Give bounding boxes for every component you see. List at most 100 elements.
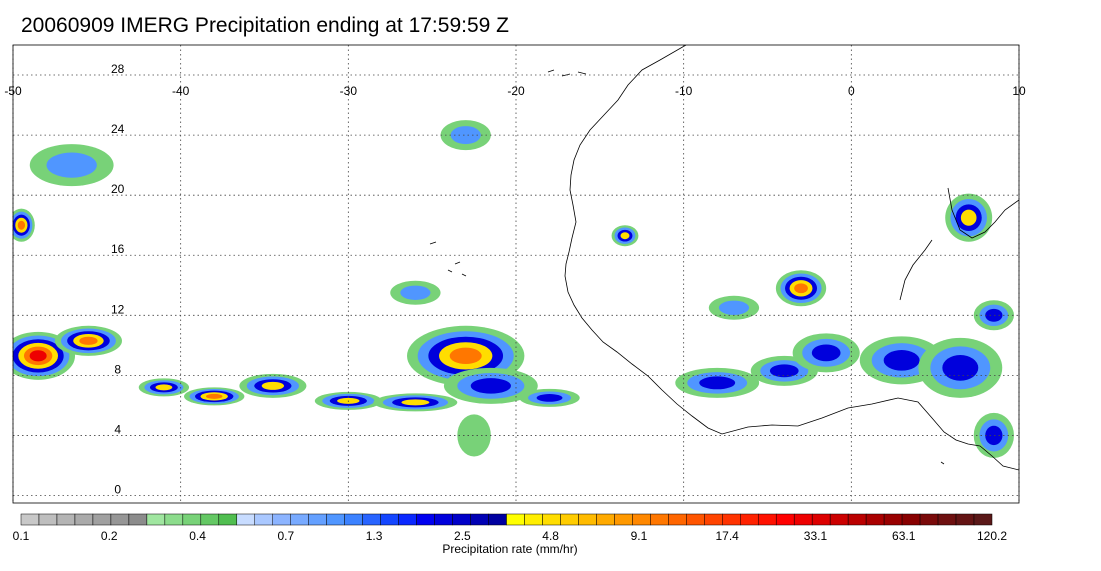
precip-cell	[470, 378, 511, 394]
colorbar-swatch	[506, 513, 525, 526]
colorbar-swatch	[326, 513, 345, 526]
lon-tick-label: -20	[507, 84, 525, 98]
precip-cell	[46, 152, 97, 178]
map-background	[13, 45, 1019, 503]
colorbar-swatch	[901, 513, 921, 526]
precip-cell	[942, 354, 979, 381]
colorbar	[20, 513, 993, 526]
precip-cell	[449, 347, 482, 365]
colorbar-swatch	[740, 513, 759, 526]
precip-cell	[769, 364, 799, 378]
map-frame	[12, 44, 1020, 504]
colorbar-swatch	[632, 513, 651, 526]
lat-tick-label: 12	[111, 302, 125, 316]
precip-cell	[699, 376, 736, 390]
colorbar-swatch	[38, 513, 58, 526]
colorbar-swatch	[20, 513, 40, 526]
precip-cell	[811, 344, 841, 362]
colorbar-swatch	[92, 513, 112, 526]
colorbar-swatch	[146, 513, 166, 526]
lat-tick-label: 4	[114, 422, 121, 436]
lat-tick-label: 16	[111, 242, 125, 256]
colorbar-swatch	[254, 513, 273, 526]
lon-tick-label: 0	[848, 84, 855, 98]
precip-cell	[450, 126, 481, 145]
precip-cell	[794, 283, 808, 294]
colorbar-swatch	[470, 513, 489, 526]
colorbar-tick-labels: 0.1 0.2 0.4 0.7 1.3 2.5 4.8 9.1 17.4 33.1 63.1 120.…	[13, 529, 1008, 543]
colorbar-tick-label: 0.4	[189, 529, 206, 543]
colorbar-swatch	[704, 513, 723, 526]
colorbar-swatch	[542, 513, 561, 526]
colorbar-label: Precipitation rate (mm/hr)	[442, 542, 578, 556]
colorbar-swatch	[973, 513, 993, 526]
precip-cell	[205, 393, 223, 399]
cape-verde-islands	[429, 241, 467, 277]
colorbar-swatch	[847, 513, 867, 526]
colorbar-swatch	[686, 513, 705, 526]
colorbar-swatch	[883, 513, 903, 526]
longitude-labels: -50 -40 -30 -20 -10 0 10	[4, 84, 1026, 98]
precip-cell	[960, 209, 977, 226]
colorbar-swatch	[919, 513, 939, 526]
colorbar-swatch	[164, 513, 184, 526]
colorbar-swatch	[74, 513, 94, 526]
map-title: 20060909 IMERG Precipitation ending at 1…	[21, 14, 509, 37]
colorbar-swatch	[290, 513, 309, 526]
colorbar-swatch	[811, 513, 831, 526]
precipitation-layer	[13, 120, 1014, 458]
colorbar-swatch	[200, 513, 220, 526]
precip-cell	[401, 399, 430, 406]
colorbar-swatch	[380, 513, 399, 526]
colorbar-tick-label: 0.2	[101, 529, 118, 543]
precip-cell	[718, 300, 750, 315]
precip-cell	[261, 381, 285, 390]
colorbar-swatch	[757, 513, 777, 526]
precip-cell	[400, 285, 431, 300]
colorbar-tick-label: 0.7	[277, 529, 294, 543]
colorbar-swatch	[614, 513, 633, 526]
precip-cell	[457, 414, 491, 457]
precip-cell	[985, 308, 1003, 322]
colorbar-swatch	[308, 513, 327, 526]
precip-cell	[620, 232, 630, 240]
colorbar-swatch	[344, 513, 363, 526]
colorbar-swatch	[434, 513, 453, 526]
colorbar-swatch	[955, 513, 975, 526]
colorbar-swatch	[488, 513, 507, 526]
colorbar-swatch	[398, 513, 417, 526]
precip-cell	[883, 350, 920, 371]
colorbar-swatch	[578, 513, 597, 526]
colorbar-swatch	[56, 513, 76, 526]
colorbar-tick-label: 9.1	[631, 529, 648, 543]
colorbar-swatch	[524, 513, 543, 526]
bioko-island	[940, 461, 945, 465]
colorbar-tick-label: 1.3	[366, 529, 383, 543]
lon-tick-label: -40	[172, 84, 190, 98]
precip-cell	[155, 384, 173, 391]
colorbar-tick-label: 2.5	[454, 529, 471, 543]
gridlines	[12, 45, 1020, 503]
lon-tick-label: -10	[675, 84, 693, 98]
lat-tick-label: 20	[111, 182, 125, 196]
colorbar-swatch	[829, 513, 849, 526]
colorbar-tick-label: 17.4	[716, 529, 740, 543]
colorbar-tick-label: 63.1	[892, 529, 916, 543]
colorbar-swatch	[452, 513, 471, 526]
precip-cell	[536, 394, 563, 402]
colorbar-tick-label: 120.2	[977, 529, 1007, 543]
colorbar-swatch	[560, 513, 579, 526]
colorbar-tick-label: 33.1	[804, 529, 828, 543]
latitude-labels: 28 24 20 16 12 8 4 0	[111, 62, 125, 496]
colorbar-swatch	[182, 513, 202, 526]
colorbar-swatch	[128, 513, 148, 526]
colorbar-swatch	[236, 513, 256, 526]
lat-tick-label: 24	[111, 122, 125, 136]
africa-coastline	[564, 45, 1019, 471]
colorbar-swatch	[362, 513, 381, 526]
colorbar-swatch	[218, 513, 238, 526]
colorbar-swatch	[775, 513, 795, 526]
colorbar-swatch	[668, 513, 687, 526]
colorbar-swatch	[272, 513, 291, 526]
colorbar-tick-label: 4.8	[542, 529, 559, 543]
